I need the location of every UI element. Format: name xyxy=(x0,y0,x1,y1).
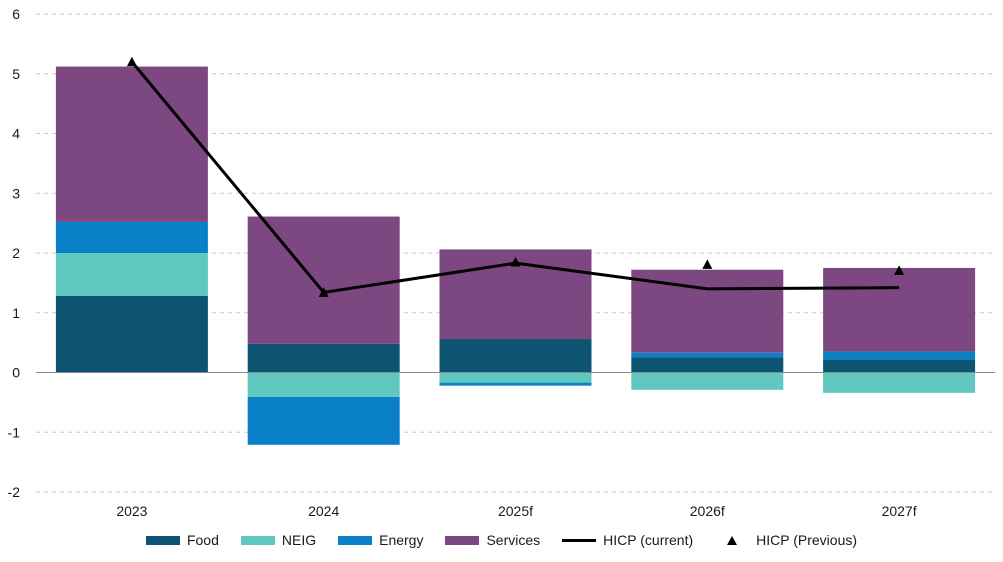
legend-item-hicp-current: HICP (current) xyxy=(562,532,693,548)
bar-food-2025f xyxy=(439,339,592,373)
marker-hicp-previous xyxy=(126,56,137,67)
legend-swatch-hicp-previous xyxy=(715,535,749,545)
y-tick-label: 5 xyxy=(12,66,20,82)
bars xyxy=(55,66,976,445)
x-tick-label: 2027f xyxy=(882,503,917,519)
legend-label-services: Services xyxy=(486,532,541,548)
triangle-icon xyxy=(727,535,738,545)
chart-plot: 6 5 4 3 2 1 0 -1 -2 2023 2024 2025f 2026f 2027f xyxy=(8,6,995,519)
x-axis-ticks: 2023 2024 2025f 2026f 2027f xyxy=(116,503,916,519)
legend-label-neig: NEIG xyxy=(281,532,317,548)
y-tick-label: -1 xyxy=(8,424,21,440)
legend-swatch-hicp-current xyxy=(562,538,597,542)
marker-hicp-previous xyxy=(894,265,905,275)
x-tick-label: 2026f xyxy=(690,503,725,519)
legend-item-neig: NEIG xyxy=(240,532,317,548)
legend-swatch-services xyxy=(445,535,480,545)
bar-energy-2025f xyxy=(439,382,592,386)
y-tick-label: -2 xyxy=(8,484,21,500)
legend-label-hicp-previous: HICP (Previous) xyxy=(756,532,858,548)
hicp-lines xyxy=(126,56,905,297)
legend-label-food: Food xyxy=(186,532,219,548)
bar-neig-2024 xyxy=(247,372,400,397)
bar-food-2023 xyxy=(55,296,208,373)
x-tick-label: 2023 xyxy=(116,503,147,519)
legend-swatch-energy xyxy=(338,535,373,545)
y-tick-label: 2 xyxy=(12,245,20,261)
bar-services-2023 xyxy=(55,66,208,222)
bar-services-2027f xyxy=(823,267,976,352)
legend-label-hicp-current: HICP (current) xyxy=(603,532,694,548)
y-tick-label: 6 xyxy=(12,6,20,22)
bar-energy-2027f xyxy=(823,351,976,360)
bar-food-2026f xyxy=(631,357,784,373)
x-tick-label: 2024 xyxy=(308,503,339,519)
legend-swatch-food xyxy=(145,535,180,545)
bar-neig-2027f xyxy=(823,372,976,393)
y-tick-label: 3 xyxy=(12,185,20,201)
bar-neig-2026f xyxy=(631,372,784,390)
legend-item-services: Services xyxy=(445,532,540,548)
bar-energy-2023 xyxy=(55,221,208,253)
bar-food-2027f xyxy=(823,359,976,373)
y-tick-label: 0 xyxy=(12,365,20,381)
legend-item-food: Food xyxy=(145,532,219,548)
legend: Food NEIG Energy Services HICP (current)… xyxy=(0,527,1003,553)
bar-energy-2024 xyxy=(247,396,400,445)
bar-energy-2026f xyxy=(631,352,784,358)
legend-swatch-neig xyxy=(240,535,275,545)
bar-neig-2025f xyxy=(439,372,592,383)
legend-item-hicp-previous: HICP (Previous) xyxy=(715,532,857,548)
bar-neig-2023 xyxy=(55,253,208,297)
marker-hicp-previous xyxy=(318,287,329,297)
legend-label-energy: Energy xyxy=(379,532,424,548)
y-axis-ticks: 6 5 4 3 2 1 0 -1 -2 xyxy=(8,6,21,500)
bar-services-2024 xyxy=(247,216,400,344)
legend-item-energy: Energy xyxy=(338,532,423,548)
y-tick-label: 4 xyxy=(12,126,20,142)
y-tick-label: 1 xyxy=(12,305,20,321)
x-tick-label: 2025f xyxy=(498,503,533,519)
bar-food-2024 xyxy=(247,343,400,373)
marker-hicp-previous xyxy=(702,259,713,269)
marker-hicp-previous xyxy=(510,256,521,267)
